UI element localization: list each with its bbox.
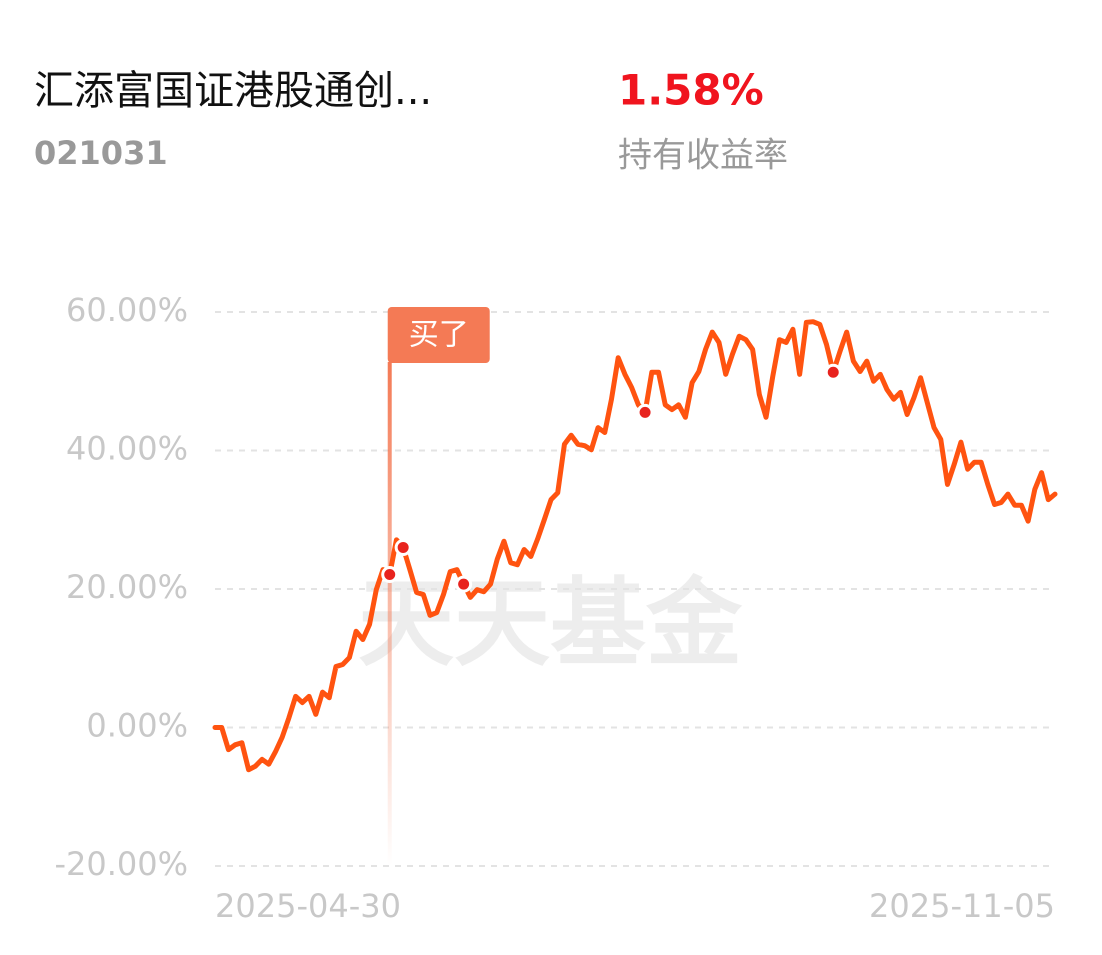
trade-marker (824, 363, 842, 381)
fund-name: 汇添富国证港股通创... (34, 68, 432, 114)
y-tick-label: 40.00% (66, 430, 188, 468)
x-tick-label: 2025-11-05 (869, 887, 1055, 925)
x-tick-label: 2025-04-30 (215, 887, 401, 925)
buy-tag-label: 买了 (409, 318, 469, 353)
trade-marker (381, 565, 399, 583)
y-tick-label: 0.00% (86, 707, 188, 745)
return-label: 持有收益率 (618, 136, 788, 176)
y-tick-label: 60.00% (66, 291, 188, 329)
trade-marker (455, 575, 473, 593)
data-line (212, 319, 1058, 773)
fund-code: 021031 (34, 134, 168, 172)
watermark: 天天基金 (358, 567, 743, 679)
buy-tag (387, 307, 490, 363)
y-tick-label: 20.00% (66, 568, 188, 606)
return-value: 1.58% (618, 66, 764, 115)
y-tick-label: -20.00% (54, 845, 188, 883)
buy-line (387, 362, 392, 866)
trade-marker (394, 538, 412, 556)
trade-marker (636, 403, 654, 421)
